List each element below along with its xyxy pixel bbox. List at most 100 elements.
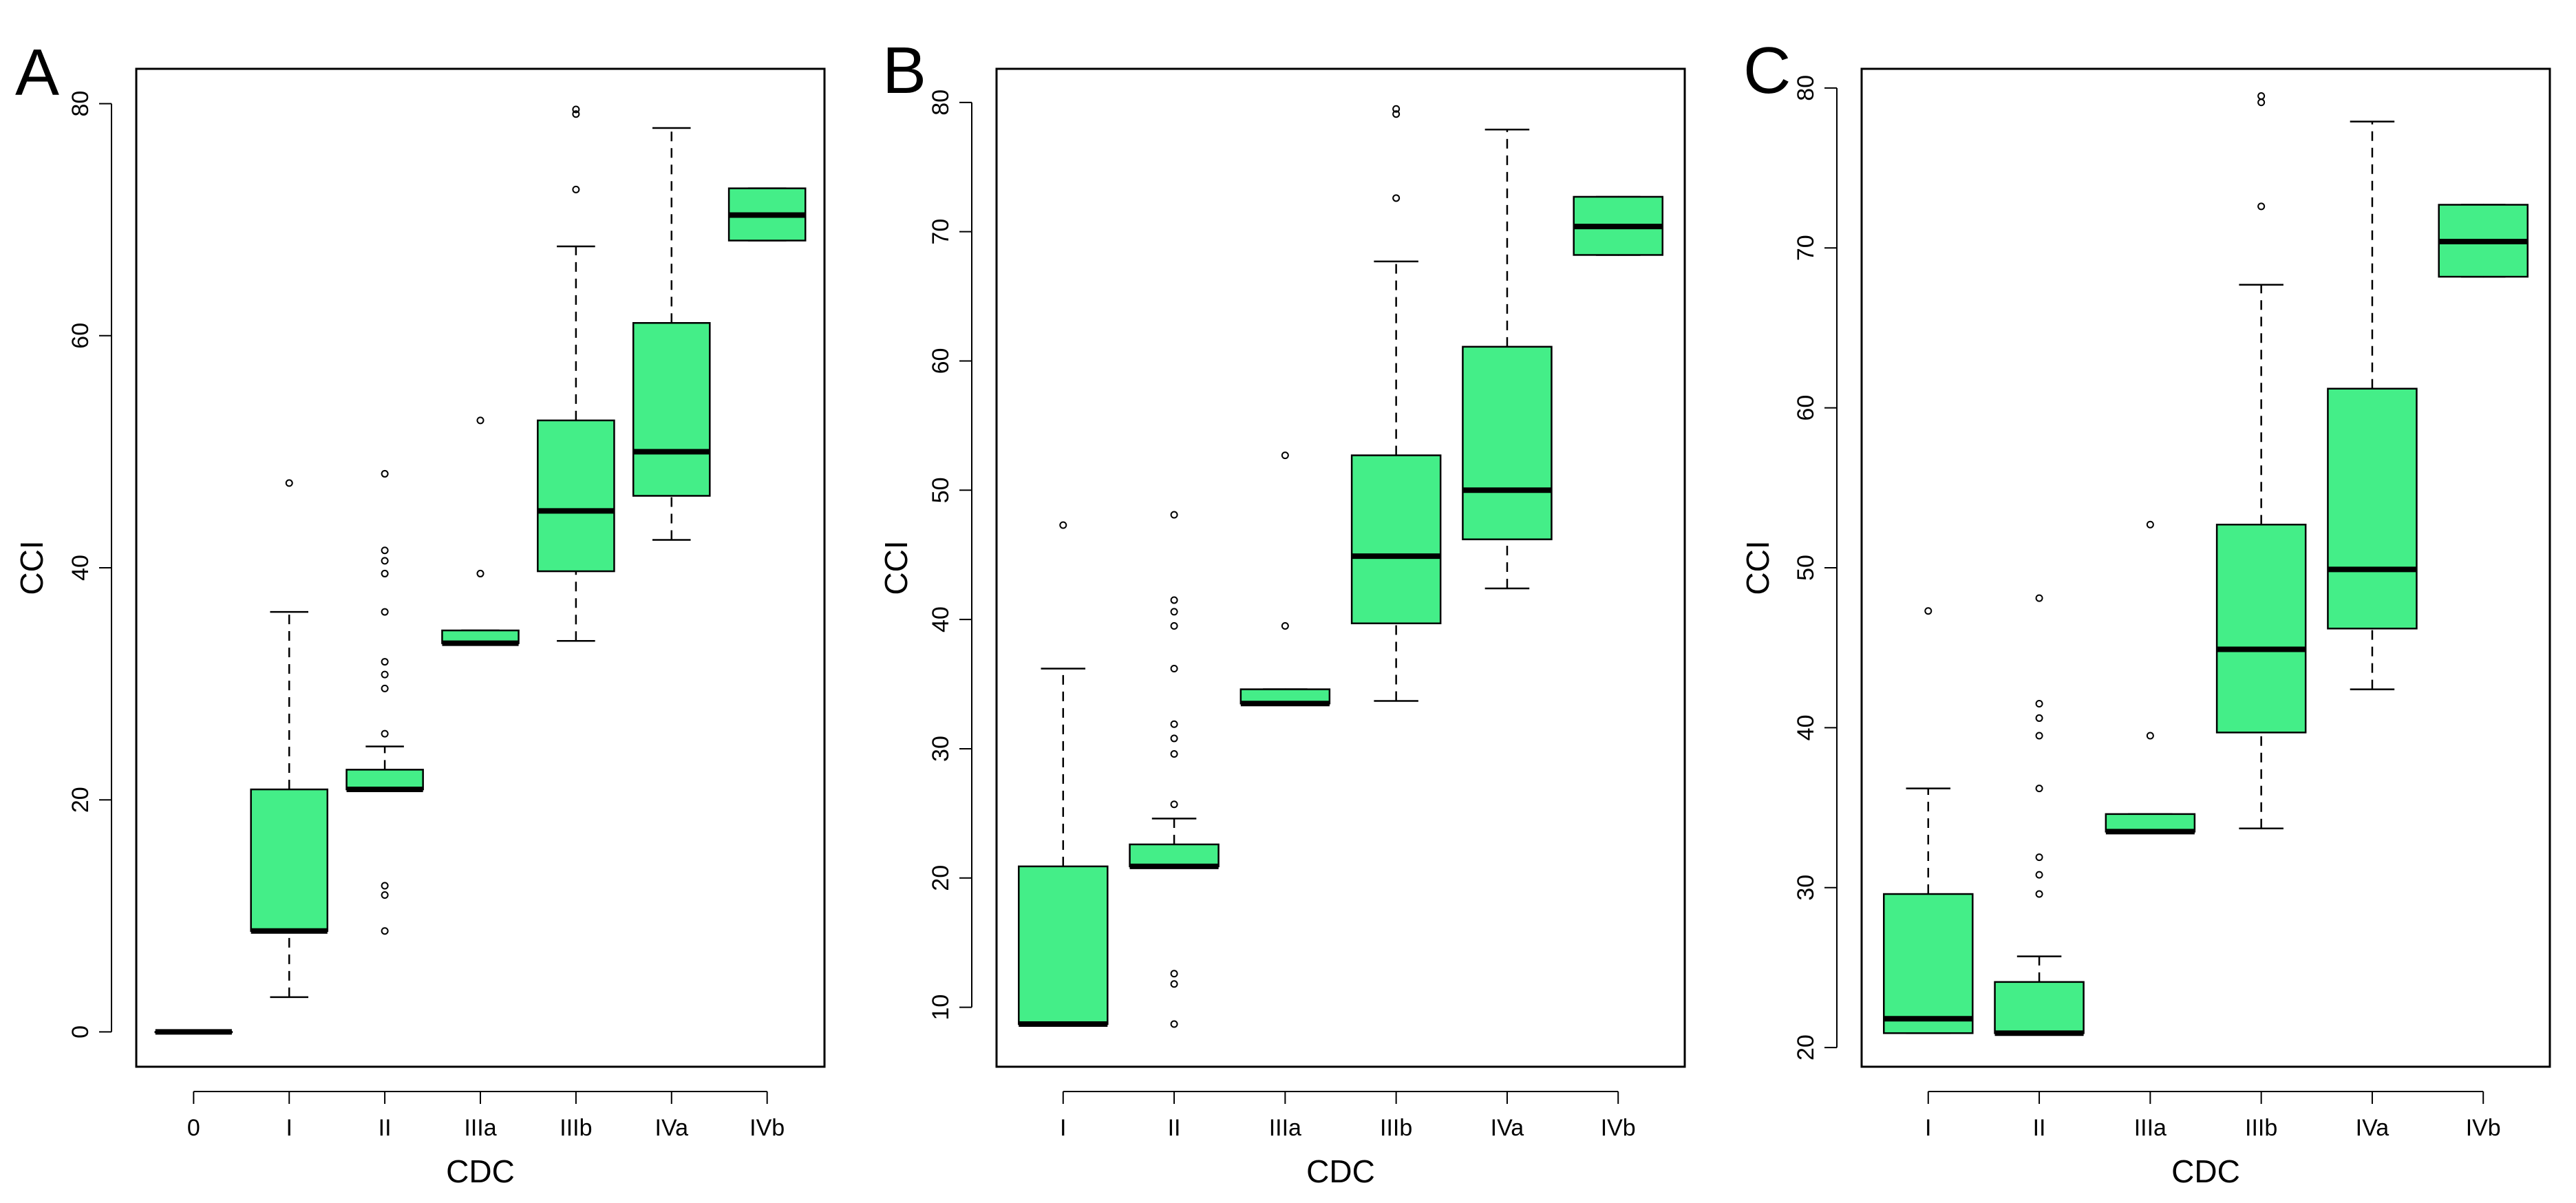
panel-c-y-axis: 20 30 40 50 60 70 80 (1793, 75, 1838, 1061)
outlier-point (381, 730, 389, 738)
outlier-point (381, 891, 389, 899)
panel-b-plot-frame (995, 67, 1686, 1068)
outlier-point (381, 608, 389, 616)
panel-b-x-tick-label: IIIa (1269, 1115, 1301, 1141)
panel-a-letter: A (15, 36, 59, 109)
iqr-box (1994, 981, 2085, 1034)
panel-b-y-axis: 10 20 30 40 50 60 70 80 (928, 89, 972, 1021)
panel-c-y-tick-label: 30 (1793, 875, 1819, 901)
panel-a-y-tick-label: 60 (67, 323, 94, 349)
box-b-0 (1018, 521, 1109, 1028)
iqr-box (2327, 387, 2418, 630)
panel-b-y-tick-label: 70 (928, 219, 954, 245)
panel-b-y-axis-title: CCI (878, 540, 914, 595)
panel-c-x-tick-label: I (1925, 1115, 1931, 1141)
outlier-point (2035, 700, 2043, 708)
panel-b-x-axis-title: CDC (1306, 1153, 1375, 1189)
iqr-box (1883, 893, 1974, 1034)
box-a-6 (727, 187, 807, 242)
outlier-point (1170, 980, 1178, 988)
outlier-point (1170, 734, 1178, 743)
box-c-1 (1994, 594, 2085, 1036)
outlier-point (1170, 970, 1178, 978)
panel-a-x-tick-label: IIIb (560, 1115, 592, 1141)
box-b-1 (1129, 511, 1220, 1028)
box-b-4 (1462, 129, 1553, 590)
panel-b-y-tick-label: 20 (928, 865, 954, 891)
panel-c-y-tick-label: 20 (1793, 1034, 1819, 1061)
outlier-point (381, 684, 389, 692)
outlier-point (1170, 800, 1178, 809)
panel-b-x-tick-label: I (1060, 1115, 1066, 1141)
outlier-point (1170, 665, 1178, 673)
panel-a-y-axis-title: CCI (14, 540, 50, 595)
outlier-point (1170, 622, 1178, 630)
iqr-box (537, 419, 615, 573)
box-c-4 (2327, 120, 2418, 690)
panel-c-boxes (1883, 92, 2529, 1036)
outlier-point (1924, 607, 1933, 615)
iqr-box (250, 788, 329, 932)
outlier-point (2035, 714, 2043, 722)
panel-c-y-tick-label: 70 (1793, 235, 1819, 261)
iqr-box (345, 769, 424, 791)
outlier-point (2035, 732, 2043, 740)
panel-a-x-tick-label: IVb (749, 1115, 785, 1141)
outlier-point (381, 469, 389, 478)
panel-b-x-tick-label: IVb (1601, 1115, 1636, 1141)
panel-c-y-tick-label: 50 (1793, 555, 1819, 581)
panel-b-letter: B (882, 34, 926, 107)
panel-b-x-tick-label: IIIb (1380, 1115, 1412, 1141)
panel-c-x-axis: I II IIIa IIIb IVa IVb (1925, 1091, 2501, 1141)
panel-a-x-tick-label: I (286, 1115, 292, 1141)
iqr-box (1018, 865, 1109, 1025)
panel-c-letter: C (1743, 34, 1791, 107)
box-b-2 (1239, 451, 1331, 707)
panel-a-x-tick-label: II (379, 1115, 392, 1141)
panel-b-y-tick-label: 30 (928, 736, 954, 762)
outlier-point (1170, 596, 1178, 604)
panel-a-y-axis: 0 20 40 60 80 (67, 91, 112, 1039)
iqr-box (632, 321, 711, 497)
panel-c-y-tick-label: 80 (1793, 75, 1819, 101)
outlier-point (381, 658, 389, 666)
outlier-point (285, 479, 293, 487)
outlier-point (2257, 92, 2266, 100)
outlier-point (2146, 520, 2154, 529)
box-a-3 (441, 416, 520, 646)
outlier-point (1392, 194, 1401, 202)
outlier-point (572, 110, 580, 118)
outlier-point (381, 670, 389, 679)
iqr-box (1350, 454, 1442, 625)
outlier-point (2035, 594, 2043, 602)
panel-b-y-tick-label: 60 (928, 348, 954, 374)
outlier-point (381, 569, 389, 577)
panel-c-x-tick-label: IVb (2466, 1115, 2501, 1141)
panel-b-y-tick-label: 40 (928, 606, 954, 632)
outlier-point (1170, 749, 1178, 758)
outlier-point (381, 546, 389, 555)
panel-a-y-tick-label: 40 (67, 555, 94, 581)
panel-a-y-tick-label: 80 (67, 91, 94, 117)
outlier-point (1170, 720, 1178, 728)
outlier-point (1392, 105, 1401, 113)
outlier-point (2257, 202, 2266, 211)
box-c-3 (2215, 92, 2307, 830)
outlier-point (2146, 732, 2154, 740)
outlier-point (2035, 785, 2043, 793)
panel-a-x-tick-label: 0 (187, 1115, 200, 1141)
outlier-point (476, 569, 485, 577)
outlier-point (572, 105, 580, 114)
iqr-box (2215, 524, 2307, 734)
box-b-3 (1350, 105, 1442, 702)
box-a-1 (250, 479, 329, 999)
outlier-point (381, 882, 389, 890)
panel-a-boxes (154, 105, 807, 1035)
panel-a-y-tick-label: 20 (67, 787, 94, 813)
panel-a-plot-frame (135, 67, 826, 1068)
outlier-point (2035, 871, 2043, 879)
panel-b-x-tick-label: II (1168, 1115, 1181, 1141)
